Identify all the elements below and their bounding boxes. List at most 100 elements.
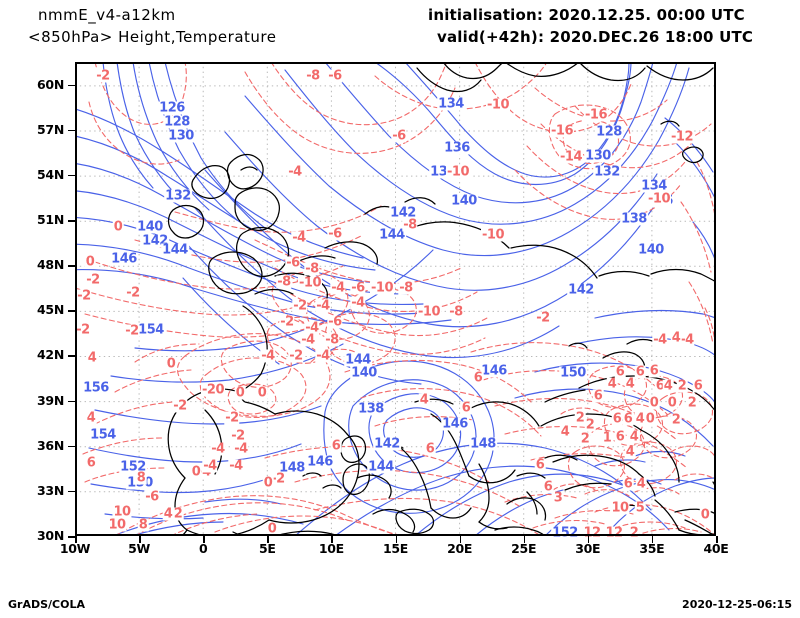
contour-value-label: 4 [662,378,674,394]
contour-value-label: -4 [202,458,218,474]
x-axis-tick-label: 0 [198,541,208,556]
y-axis-tick-mark [68,84,76,87]
contour-value-label: 134 [640,178,668,194]
contour-value-label: 4 [634,411,646,427]
y-axis-tick-label: 42N [37,347,64,363]
x-axis-tick-label: 40E [703,541,729,556]
contour-value-label: -4 [315,298,331,314]
contour-value-label: 6 [614,429,626,445]
contour-value-label: 4 [162,506,174,522]
y-axis-tick-mark [68,310,76,312]
contour-value-label: 4 [606,376,618,392]
contour-value-label: -16 [584,107,608,123]
contour-value-label: 146 [306,454,334,470]
x-axis-tick-mark [395,536,397,543]
contour-value-label: 144 [367,459,395,475]
contour-value-label: 6 [424,441,436,457]
contour-value-label: -6 [391,128,407,144]
contour-value-label: -4 [304,320,320,336]
contour-value-label: 154 [89,427,117,443]
y-axis-tick-label: 54N [37,166,64,182]
chart-header: nmmE_v4-a12km <850hPa> Height,Temperatur… [0,0,800,52]
contour-value-label: -2 [279,314,295,330]
contour-value-label: 8 [135,470,147,486]
contour-value-label: 4 [670,330,682,346]
contour-value-label: 146 [480,363,508,379]
contour-value-label: 6 [542,479,554,495]
contour-value-label: -2 [95,68,111,84]
contour-value-label: 4 [418,392,430,408]
x-axis-tick-label: 5E [258,541,276,556]
contour-value-label: -10 [446,164,470,180]
contour-value-label: -2 [224,410,240,426]
x-axis-tick-mark [331,536,333,543]
contour-value-label: 130 [584,148,612,164]
contour-value-label: 140 [450,193,478,209]
contour-value-label: 142 [389,205,417,221]
contour-value-label: 144 [161,242,189,258]
contour-value-label: -2 [124,323,140,339]
contour-value-label: 8 [137,517,149,533]
contour-value-label: 134 [437,96,465,112]
y-axis-tick-mark [68,355,76,357]
contour-value-label: 140 [350,365,378,381]
contour-value-label: 6 [534,457,546,473]
contour-value-label: 4 [624,376,636,392]
contour-value-label: 144 [378,227,406,243]
contour-value-label: -8 [398,280,414,296]
contour-value-label: -8 [276,274,292,290]
contour-value-label: 12 [604,525,624,541]
contour-value-label: 6 [460,400,472,416]
contour-value-label: -2 [75,322,91,338]
contour-value-label: 4 [635,476,647,492]
model-name-label: nmmE_v4-a12km [38,6,176,24]
contour-value-label: 0 [84,254,96,270]
contour-value-label: 6 [85,455,97,471]
y-axis-tick-label: 30N [37,528,64,543]
contour-value-label: -2 [76,288,92,304]
contour-value-label: 2 [579,431,591,447]
x-axis-tick-mark [203,536,205,543]
contour-value-label: 132 [593,164,621,180]
contour-value-label: 6 [654,378,666,394]
y-axis-tick-label: 51N [37,212,64,227]
contour-value-label: -8 [305,68,321,84]
contour-value-label: -4 [315,348,331,364]
contour-value-label: 6 [330,438,342,454]
contour-value-label: -20 [201,382,225,398]
contour-value-label: -10 [481,227,505,243]
contour-value-label: 4 [624,444,636,460]
y-axis-tick-mark [68,129,76,132]
x-axis-tick-mark [459,536,462,543]
contour-value-label: 156 [82,380,110,396]
contour-value-label: 0 [262,475,274,491]
contour-value-label: 0 [666,395,678,411]
contour-value-label: 152 [119,459,147,475]
x-axis-tick-mark [75,536,77,543]
contour-value-label: 1 [601,430,613,446]
contour-value-label: -2 [292,298,308,314]
contour-value-label: 6 [614,364,626,380]
contour-value-label: -4 [233,441,249,457]
contour-value-label: 0 [648,395,660,411]
contour-value-label: -10 [370,280,394,296]
contour-value-label: 132 [164,188,192,204]
contour-value-label: -4 [330,280,346,296]
contour-value-label: -4 [228,458,244,474]
y-axis-tick-mark [68,265,76,267]
contour-value-label: 4 [628,429,640,445]
y-axis-tick-label: 33N [37,482,64,498]
contour-value-label: 2 [686,395,698,411]
y-axis-tick-mark [68,400,76,403]
contour-value-label: -2 [535,310,551,326]
x-axis-tick-mark [651,536,654,543]
contour-value-label: 0 [190,464,202,480]
contour-value-label: -2 [288,348,304,364]
contour-value-label: -8 [324,332,340,348]
contour-value-label: -6 [327,68,343,84]
contour-value-label: -10 [486,97,510,113]
contour-value-label: 0 [256,385,268,401]
x-axis-tick-mark [716,536,718,543]
y-axis-tick-label: 60N [37,76,64,92]
contour-value-label: 6 [622,476,634,492]
